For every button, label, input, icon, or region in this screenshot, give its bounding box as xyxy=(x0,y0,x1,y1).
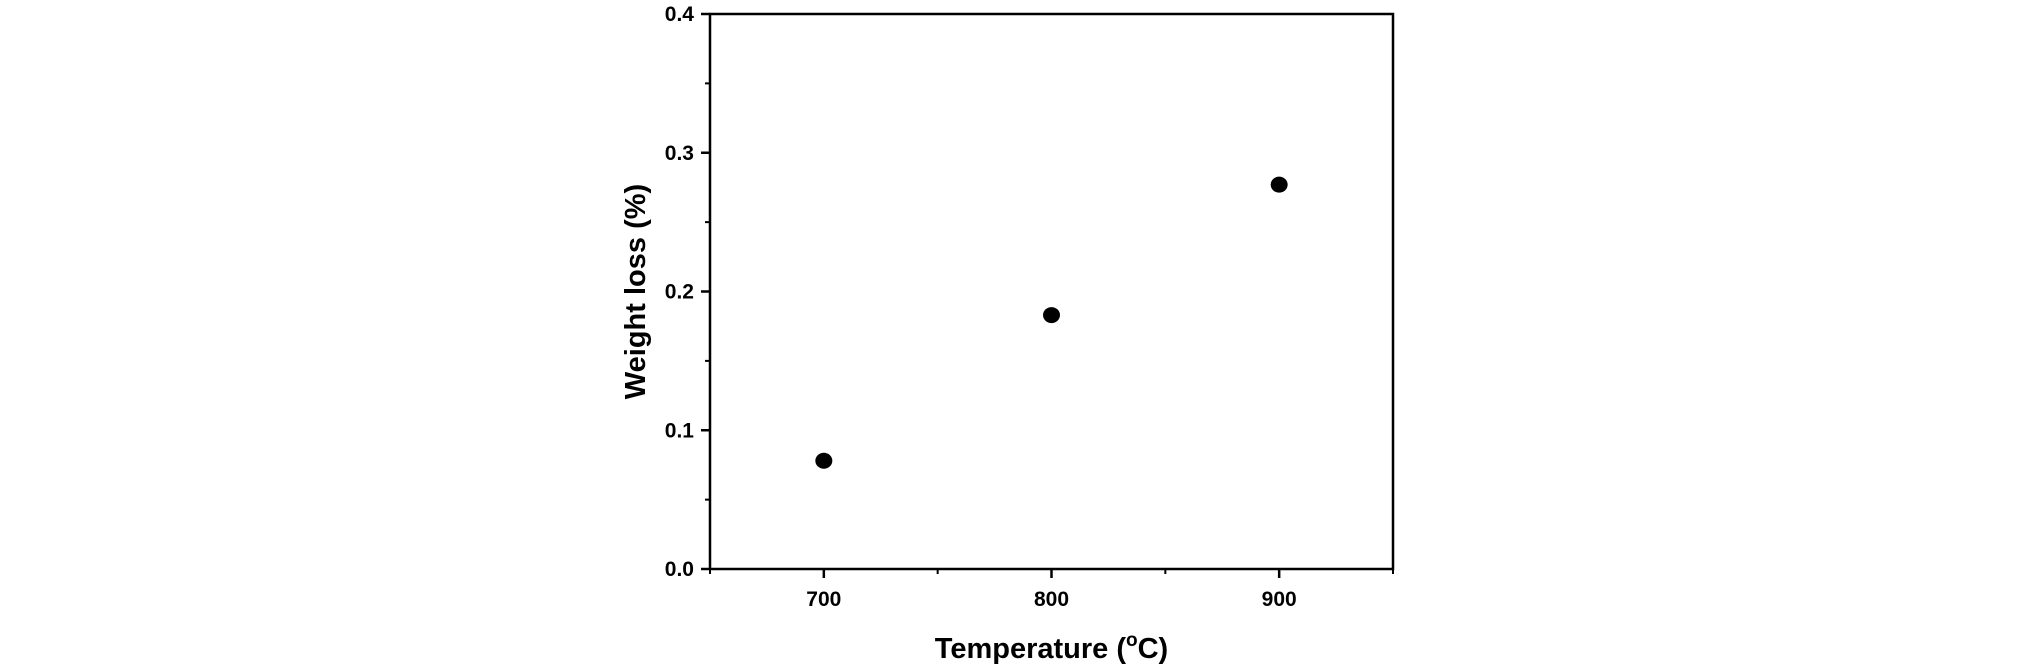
x-tick-label: 900 xyxy=(1262,588,1297,611)
y-tick-label: 0.2 xyxy=(665,281,694,304)
y-tick-label: 0.0 xyxy=(665,558,694,581)
y-axis-title: Weight loss (%) xyxy=(620,184,652,399)
x-tick-label: 700 xyxy=(806,588,841,611)
x-tick-label: 800 xyxy=(1034,588,1069,611)
x-tick-labels: 700 800 900 xyxy=(806,588,1296,611)
y-tick-label: 0.1 xyxy=(665,419,695,442)
axis-ticks xyxy=(701,12,1394,578)
data-point xyxy=(815,452,833,469)
y-tick-label: 0.3 xyxy=(665,142,694,165)
data-point xyxy=(1043,307,1060,324)
x-axis-title-superscript: o xyxy=(1126,630,1138,651)
data-point xyxy=(1270,176,1288,193)
x-axis-title-end: C) xyxy=(1138,633,1169,665)
y-tick-label: 0.4 xyxy=(665,3,695,26)
x-axis-title: Temperature (oC) xyxy=(935,630,1168,665)
data-points xyxy=(815,176,1288,469)
plot-frame xyxy=(708,12,1395,571)
y-tick-labels: 0.0 0.1 0.2 0.3 0.4 xyxy=(665,3,695,581)
x-axis-title-main: Temperature ( xyxy=(935,633,1127,665)
